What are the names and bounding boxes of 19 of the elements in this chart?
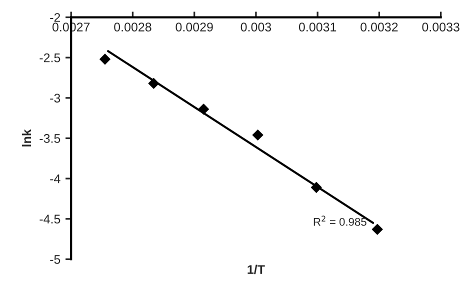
x-tick-label: 0.0028 <box>114 22 152 32</box>
y-tick-label: -2 <box>50 13 60 22</box>
annotation: R$^{2}$ = 0.985 <box>314 216 366 226</box>
point <box>372 224 383 235</box>
point <box>100 54 110 65</box>
x-tick-label: 0.003 <box>240 22 272 32</box>
x-tick-label: 0.0029 <box>176 22 213 32</box>
y-tick-label: -3 <box>50 94 60 103</box>
y-tick-label: -4.5 <box>40 214 60 224</box>
x-axis-title: 1/T <box>248 264 265 274</box>
y-axis-title: lnk <box>22 129 31 146</box>
x-tick-label: 0.0033 <box>422 22 460 32</box>
x-tick-label: 0.0032 <box>360 22 398 32</box>
y-tick-label: -5 <box>50 255 60 264</box>
point <box>252 130 264 141</box>
y-tick-label: -4 <box>50 174 60 184</box>
x-tick-label: 0.0031 <box>298 22 336 32</box>
y-tick-label: -2.5 <box>40 53 60 62</box>
y-tick-label: -3.5 <box>40 134 60 143</box>
